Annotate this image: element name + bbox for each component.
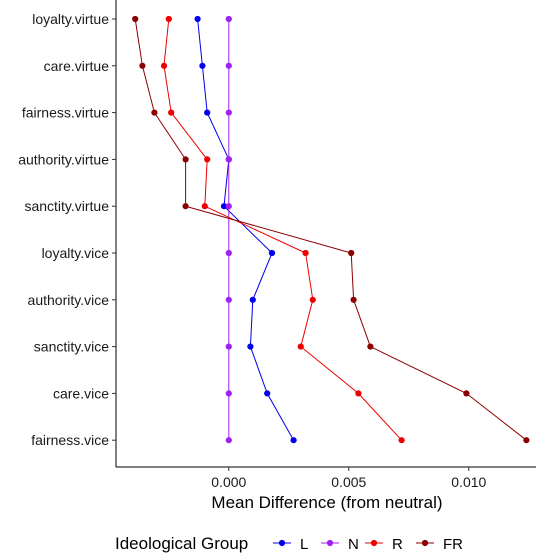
data-point-r bbox=[355, 390, 362, 397]
legend-label-fr: FR bbox=[443, 536, 463, 553]
legend-key-point-r bbox=[370, 539, 378, 547]
y-tick-label: authority.virtue bbox=[18, 151, 109, 167]
legend-title: Ideological Group bbox=[115, 534, 248, 553]
data-point-n bbox=[225, 109, 232, 116]
data-point-l bbox=[249, 296, 256, 303]
data-point-l bbox=[199, 62, 206, 69]
data-point-fr bbox=[350, 296, 357, 303]
plot-area bbox=[132, 15, 530, 444]
series-fr bbox=[132, 15, 530, 444]
x-axis: 0.000 0.005 0.010 bbox=[116, 466, 536, 490]
y-tick-label: sanctity.vice bbox=[34, 339, 109, 355]
data-point-fr bbox=[151, 109, 158, 116]
legend-key-point-l bbox=[278, 539, 286, 547]
data-point-fr bbox=[523, 437, 530, 444]
data-point-n bbox=[225, 249, 232, 257]
data-point-n bbox=[225, 15, 232, 23]
x-tick-label: 0.005 bbox=[331, 474, 366, 490]
y-tick-label: care.virtue bbox=[44, 58, 110, 74]
data-point-r bbox=[398, 437, 405, 444]
x-tick-label: 0.010 bbox=[451, 474, 486, 490]
data-point-r bbox=[309, 296, 316, 303]
y-tick-label: care.vice bbox=[53, 385, 109, 401]
data-point-fr bbox=[139, 62, 146, 69]
data-point-fr bbox=[348, 249, 355, 257]
data-point-fr bbox=[367, 343, 374, 350]
y-tick-label: fairness.virtue bbox=[22, 105, 109, 121]
data-point-r bbox=[204, 156, 211, 163]
data-point-l bbox=[290, 437, 297, 444]
series-n bbox=[225, 15, 232, 444]
data-point-l bbox=[204, 109, 211, 116]
data-point-n bbox=[225, 343, 232, 350]
data-point-n bbox=[225, 156, 232, 163]
data-point-r bbox=[165, 15, 172, 23]
legend: Ideological Group L N R FR bbox=[115, 534, 463, 553]
y-tick-label: loyalty.virtue bbox=[32, 11, 109, 27]
y-axis: loyalty.virtue care.virtue fairness.virtue… bbox=[18, 0, 117, 467]
data-point-l bbox=[268, 249, 276, 257]
data-point-r bbox=[201, 203, 208, 210]
data-point-r bbox=[297, 343, 304, 350]
data-point-l bbox=[220, 203, 228, 210]
series-l bbox=[194, 15, 297, 444]
data-point-n bbox=[225, 296, 232, 303]
data-point-fr bbox=[182, 156, 189, 163]
data-point-l bbox=[264, 390, 271, 397]
y-tick-label: loyalty.vice bbox=[42, 245, 110, 261]
data-point-r bbox=[160, 62, 168, 69]
x-axis-title: Mean Difference (from neutral) bbox=[211, 493, 442, 512]
data-point-fr bbox=[463, 390, 470, 397]
data-point-fr bbox=[182, 203, 189, 210]
series-line-r bbox=[163, 18, 402, 441]
series-r bbox=[160, 15, 405, 444]
data-point-fr bbox=[132, 15, 139, 23]
legend-label-n: N bbox=[348, 536, 359, 553]
series-line-fr bbox=[134, 18, 527, 441]
y-tick-label: sanctity.virtue bbox=[24, 198, 109, 214]
data-point-n bbox=[225, 62, 232, 69]
x-tick-label: 0.000 bbox=[211, 474, 246, 490]
legend-label-r: R bbox=[392, 536, 403, 553]
legend-key-point-n bbox=[326, 539, 334, 547]
data-point-n bbox=[225, 203, 232, 210]
legend-key-point-fr bbox=[421, 539, 429, 547]
y-tick-label: fairness.vice bbox=[31, 432, 109, 448]
data-point-n bbox=[225, 390, 232, 397]
data-point-r bbox=[302, 249, 309, 257]
legend-label-l: L bbox=[300, 536, 308, 553]
series-line-l bbox=[197, 18, 295, 441]
data-point-l bbox=[247, 343, 254, 350]
data-point-r bbox=[168, 109, 175, 116]
y-tick-label: authority.vice bbox=[28, 292, 110, 308]
data-point-n bbox=[225, 437, 232, 444]
data-point-l bbox=[194, 15, 201, 23]
